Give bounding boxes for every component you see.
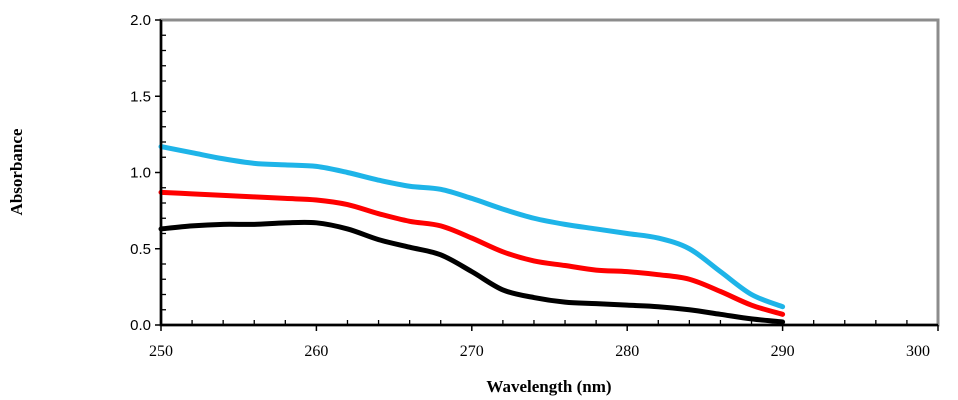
x-tick-label: 270 [460,343,484,360]
tick-layer [155,19,939,331]
y-tick-label: 2.0 [130,12,151,29]
series-line-1 [158,144,786,310]
y-tick-label: 1.0 [130,165,151,182]
x-tick-label: 250 [149,343,173,360]
series-layer [158,144,786,325]
x-axis-title: Wavelength (nm) [486,377,611,396]
y-axis-title: Absorbance [7,128,26,215]
x-tick-label: 280 [615,343,639,360]
y-tick-label: 0.0 [130,317,151,334]
series-line-3 [158,219,786,325]
tick-label-layer: 0.0 0.5 1.0 1.5 2.0 250 260 270 280 290 300 [130,12,930,360]
x-tick-label: 260 [304,343,328,360]
series-line-2 [158,189,786,317]
plot-area-border [159,18,940,327]
x-tick-label: 290 [771,343,795,360]
y-tick-label: 0.5 [130,241,151,258]
y-tick-label: 1.5 [130,88,151,105]
x-tick-label: 300 [906,343,930,360]
